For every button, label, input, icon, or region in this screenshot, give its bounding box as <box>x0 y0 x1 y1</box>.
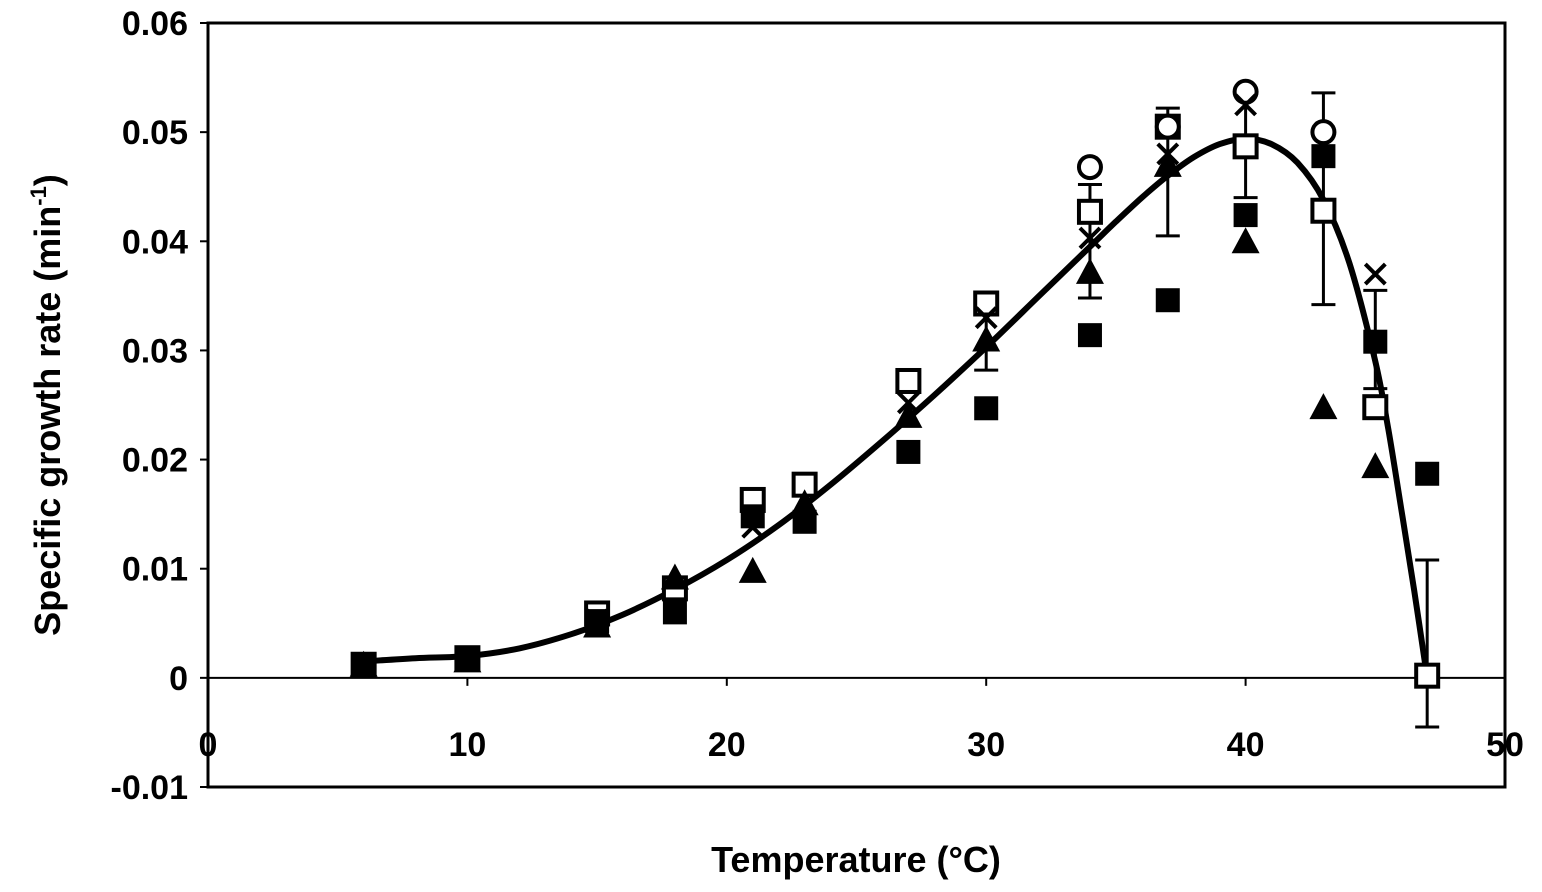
x-axis-ticks: 0 10 20 30 40 50 <box>199 677 1524 764</box>
y-axis-title: Specific growth rate (min-1) <box>26 174 68 636</box>
filled-square-point <box>1311 144 1336 169</box>
open-circle-point <box>1076 154 1103 181</box>
filled-triangle-point <box>738 556 767 583</box>
plot-area <box>206 21 1507 789</box>
cross-point <box>585 608 609 632</box>
y-tick-label: 0 <box>169 660 188 698</box>
open-circle-point <box>1154 113 1181 140</box>
open-circle-point <box>1310 119 1337 146</box>
filled-square-point <box>662 600 687 625</box>
filled-square-point <box>1155 288 1180 313</box>
filled-triangle-point <box>790 489 819 516</box>
filled-triangle-point <box>1361 452 1390 479</box>
x-tick-label: 40 <box>1227 726 1265 764</box>
filled-triangle-point <box>660 563 689 590</box>
y-axis-ticks: -0.01 0 0.01 0.02 0.03 0.04 0.05 0.06 <box>111 5 208 807</box>
filled-square-point <box>974 396 999 421</box>
filled-triangle-point <box>894 401 923 428</box>
data-markers <box>349 78 1441 689</box>
open-square-point <box>973 290 1000 317</box>
open-square-point <box>1232 133 1259 160</box>
y-tick-label: 0.05 <box>122 114 188 152</box>
filled-square-point <box>896 439 921 464</box>
cross-point <box>1234 93 1258 117</box>
y-tick-label: 0.01 <box>122 551 188 589</box>
x-tick-label: 0 <box>199 726 218 764</box>
open-square-point <box>1310 197 1337 224</box>
cross-point <box>352 653 376 677</box>
filled-triangle-point <box>1309 393 1338 420</box>
y-tick-label: -0.01 <box>111 769 189 807</box>
x-tick-label: 10 <box>448 726 486 764</box>
y-tick-label: 0.04 <box>122 223 188 261</box>
filled-triangle-point <box>1231 227 1260 254</box>
open-square-point <box>1362 394 1389 421</box>
x-tick-label: 20 <box>708 726 746 764</box>
y-tick-label: 0.03 <box>122 332 188 370</box>
filled-square-point <box>1077 323 1102 348</box>
cross-point <box>1363 262 1387 286</box>
x-tick-label: 30 <box>967 726 1005 764</box>
filled-triangle-point <box>1153 150 1182 177</box>
x-tick-label: 50 <box>1486 726 1524 764</box>
open-square-point <box>1076 198 1103 225</box>
y-axis-title-main: Specific growth rate (min <box>27 206 68 636</box>
filled-square-point <box>1233 203 1258 228</box>
cross-point <box>974 306 998 330</box>
open-square-point <box>895 367 922 394</box>
filled-square-point <box>792 509 817 534</box>
y-tick-label: 0.02 <box>122 442 188 480</box>
cross-point <box>1078 226 1102 250</box>
y-axis-title-suffix: ) <box>27 174 68 186</box>
filled-triangle-point <box>583 611 612 638</box>
fit-curve <box>360 135 1431 681</box>
x-axis-title: Temperature (°C) <box>711 839 1001 880</box>
filled-square-point <box>1363 329 1388 354</box>
filled-triangle-point <box>1075 257 1104 284</box>
filled-triangle-point <box>972 325 1001 352</box>
open-square-point <box>1414 662 1441 689</box>
cross-point <box>741 515 765 539</box>
cross-point <box>896 391 920 415</box>
y-axis-title-superscript: -1 <box>26 186 51 206</box>
filled-square-point <box>1415 461 1440 486</box>
cross-point <box>455 647 479 671</box>
y-tick-label: 0.06 <box>122 5 188 43</box>
cross-point <box>1156 142 1180 166</box>
